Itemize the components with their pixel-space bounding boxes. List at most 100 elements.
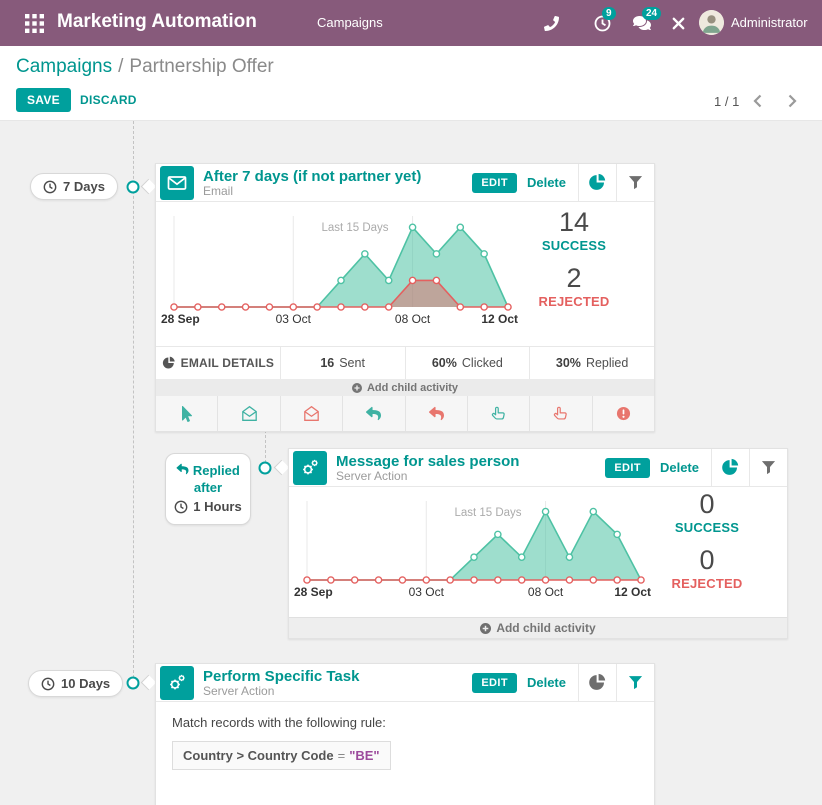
pager-previous-icon[interactable] — [749, 92, 765, 110]
trigger-condition: Replied after — [170, 462, 246, 496]
card-pointer-3 — [140, 674, 157, 691]
success-count: 14 — [558, 207, 590, 237]
domain-rule: Country > Country Code = "BE" — [172, 741, 391, 770]
email-details-row: EMAIL DETAILS 16 Sent 60% Clicked 30% Repli… — [156, 346, 654, 379]
quick-add-trigger-row — [156, 396, 654, 431]
rule-field: Country > Country Code — [183, 748, 334, 763]
svg-text:08 Oct: 08 Oct — [528, 585, 564, 599]
delete-button[interactable]: Delete — [526, 175, 566, 190]
rejected-label: REJECTED — [538, 294, 610, 309]
phone-icon[interactable] — [541, 14, 561, 32]
activity-actions: EDIT Delete — [605, 457, 711, 478]
activity-title-block[interactable]: After 7 days (if not partner yet) Email — [203, 168, 472, 198]
activity-title-block[interactable]: Message for sales person Server Action — [336, 453, 605, 483]
rule-value: "BE" — [349, 748, 380, 763]
trigger-badge-7-days[interactable]: 7 Days — [30, 173, 118, 200]
svg-text:Last 15 Days: Last 15 Days — [321, 222, 388, 234]
activity-card-server-action-1: Message for sales person Server Action E… — [288, 448, 788, 639]
success-label: SUCCESS — [541, 238, 607, 253]
activity-stats: 14 SUCCESS 2 REJECTED — [504, 207, 644, 310]
breadcrumb: Campaigns / Partnership Offer — [16, 56, 274, 78]
svg-text:12 Oct: 12 Oct — [614, 585, 651, 599]
trigger-badge-replied-after[interactable]: Replied after 1 Hours — [165, 453, 251, 525]
edit-button[interactable]: EDIT — [472, 672, 517, 693]
activity-actions: EDIT Delete — [472, 172, 578, 193]
clicked-icon[interactable] — [466, 396, 529, 431]
graph-tab-pie-icon[interactable] — [711, 449, 749, 486]
svg-text:28 Sep: 28 Sep — [161, 312, 200, 326]
card-pointer-2 — [273, 459, 290, 476]
svg-text:03 Oct: 03 Oct — [276, 312, 312, 326]
svg-text:08 Oct: 08 Oct — [395, 312, 431, 326]
mouse-cursor-icon[interactable] — [156, 396, 217, 431]
email-not-opened-icon[interactable] — [279, 396, 342, 431]
filter-tab-icon[interactable] — [616, 164, 654, 201]
not-replied-icon[interactable] — [404, 396, 467, 431]
workflow-line-child — [265, 430, 266, 468]
messages-icon[interactable]: 24 — [632, 7, 662, 32]
workflow-node-3 — [126, 676, 140, 690]
user-name[interactable]: Administrator — [731, 15, 808, 30]
activity-type: Email — [203, 183, 234, 198]
save-button[interactable]: SAVE — [16, 88, 71, 112]
workflow-node-2 — [258, 461, 272, 475]
graph-tab-pie-icon[interactable] — [578, 164, 616, 201]
filter-tab-icon[interactable] — [616, 664, 654, 701]
rule-operator: = — [337, 748, 346, 763]
replied-icon[interactable] — [342, 396, 404, 431]
filter-tab-icon[interactable] — [749, 449, 787, 486]
delete-button[interactable]: Delete — [659, 460, 699, 475]
clicked-stat-cell: 60% Clicked — [404, 347, 530, 379]
delete-button[interactable]: Delete — [526, 675, 566, 690]
discard-button[interactable]: DISCARD — [80, 93, 137, 107]
filter-intro-text: Match records with the following rule: — [172, 715, 386, 730]
bounced-icon[interactable] — [591, 396, 654, 431]
trigger-badge-10-days[interactable]: 10 Days — [28, 670, 124, 697]
app-title: Marketing Automation — [57, 11, 257, 32]
activity-stats: 0 SUCCESS 0 REJECTED — [637, 489, 777, 592]
activity-title: After 7 days (if not partner yet) — [203, 167, 422, 185]
activity-card-header: Perform Specific Task Server Action EDIT… — [156, 664, 654, 702]
top-navbar: Marketing Automation Campaigns 9 24 Admi… — [0, 0, 822, 46]
activity-title-block[interactable]: Perform Specific Task Server Action — [203, 668, 472, 698]
activity-title: Message for sales person — [336, 452, 520, 470]
campaign-workflow-canvas: 7 Days After 7 days (if not partner yet)… — [0, 121, 822, 805]
gears-icon — [293, 450, 327, 485]
activity-card-server-action-2: Perform Specific Task Server Action EDIT… — [155, 663, 655, 805]
email-opened-icon[interactable] — [217, 396, 279, 431]
add-child-activity-button[interactable]: Add child activity — [289, 617, 787, 638]
svg-text:28 Sep: 28 Sep — [294, 585, 333, 599]
breadcrumb-campaigns-link[interactable]: Campaigns — [16, 56, 113, 77]
reply-icon — [176, 463, 189, 475]
activity-type: Server Action — [336, 468, 408, 483]
control-panel: Campaigns / Partnership Offer SAVE DISCARD… — [0, 46, 822, 121]
area-chart-server-action: Last 15 Days 28 Sep 03 Oct 08 Oct 12 Oct — [294, 501, 651, 599]
workflow-node-1 — [126, 180, 140, 194]
activity-card-header: After 7 days (if not partner yet) Email … — [156, 164, 654, 202]
activity-actions: EDIT Delete — [472, 672, 578, 693]
trigger-badge-label: 7 Days — [63, 179, 105, 194]
pie-icon — [162, 356, 175, 369]
envelope-icon — [160, 165, 194, 200]
activities-clock-icon[interactable]: 9 — [592, 7, 616, 32]
graph-tab-pie-icon[interactable] — [578, 664, 616, 701]
svg-text:03 Oct: 03 Oct — [409, 585, 445, 599]
gears-icon — [160, 665, 194, 700]
plus-circle-icon — [480, 622, 492, 634]
apps-grid-icon[interactable] — [24, 13, 44, 33]
replied-stat-cell: 30% Replied — [529, 347, 654, 379]
menu-item-campaigns[interactable]: Campaigns — [317, 15, 383, 30]
user-avatar[interactable] — [699, 10, 724, 35]
trigger-delay: 1 Hours — [170, 498, 246, 515]
add-child-activity-button[interactable]: Add child activity — [156, 379, 654, 396]
activity-graph: Last 15 Days 28 Sep 03 Oct 08 Oct 12 Oct 14 … — [156, 202, 654, 346]
not-clicked-icon[interactable] — [529, 396, 591, 431]
tools-icon[interactable] — [668, 14, 688, 32]
edit-button[interactable]: EDIT — [472, 172, 517, 193]
edit-button[interactable]: EDIT — [605, 457, 650, 478]
activity-graph: Last 15 Days 28 Sep 03 Oct 08 Oct 12 Oct 0 S… — [289, 487, 787, 617]
activity-card-header: Message for sales person Server Action E… — [289, 449, 787, 487]
success-count: 0 — [699, 489, 715, 519]
pager-next-icon[interactable] — [784, 92, 800, 110]
